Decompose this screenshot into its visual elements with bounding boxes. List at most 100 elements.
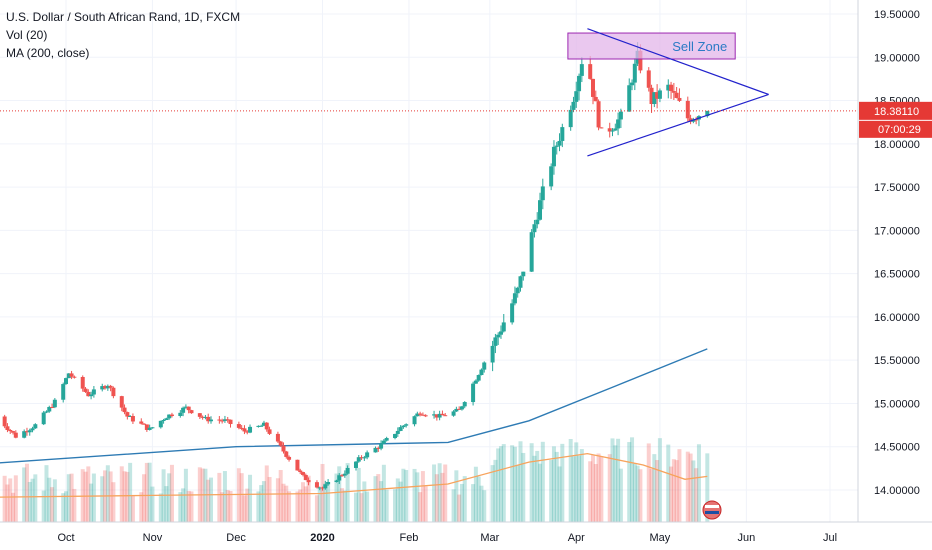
- volume-bar: [340, 488, 345, 522]
- candle-body: [443, 415, 448, 417]
- volume-bar: [206, 479, 211, 522]
- candle: [362, 455, 367, 461]
- candle: [666, 79, 671, 99]
- candle: [669, 81, 674, 99]
- volume-bar: [64, 491, 68, 522]
- volume-bar: [306, 475, 311, 522]
- candle-body: [278, 441, 283, 446]
- candle-body: [197, 413, 202, 417]
- candle: [220, 418, 225, 424]
- candle-body: [579, 64, 584, 76]
- volume-bar: [607, 454, 612, 522]
- candle: [80, 375, 85, 392]
- volume-bar: [493, 459, 498, 522]
- candle: [381, 439, 386, 444]
- volume-bar: [694, 468, 699, 522]
- volume-bar: [459, 483, 464, 522]
- candle: [2, 414, 7, 429]
- candle-body: [139, 421, 144, 424]
- candle-body: [471, 383, 476, 403]
- candle-body: [275, 433, 280, 442]
- volume-bar: [398, 481, 403, 522]
- volume-bar: [420, 471, 425, 522]
- candle: [412, 415, 417, 427]
- volume-bar: [674, 460, 679, 522]
- volume-bar: [69, 473, 74, 522]
- volume-bar: [261, 481, 266, 522]
- volume-bar: [189, 491, 194, 522]
- time-tick-label: Oct: [57, 532, 74, 544]
- volume-bar: [379, 481, 384, 522]
- volume-bar: [208, 477, 213, 522]
- candle: [105, 384, 110, 391]
- candle-body: [50, 406, 55, 408]
- volume-bar: [418, 492, 423, 522]
- candle-body: [169, 414, 174, 416]
- candle: [401, 425, 406, 429]
- time-tick-label: 2020: [310, 532, 334, 544]
- last-price-value: 18.38110: [874, 106, 919, 118]
- candle-body: [337, 475, 342, 481]
- candle: [27, 428, 32, 436]
- candle: [365, 450, 370, 460]
- candle: [554, 141, 559, 155]
- candle: [261, 420, 266, 426]
- volume-bar: [139, 492, 144, 522]
- candle-body: [457, 408, 462, 410]
- candle: [529, 229, 534, 272]
- candle-body: [33, 424, 38, 429]
- volume-bar: [646, 443, 651, 522]
- candle-body: [432, 414, 437, 416]
- candle: [245, 430, 250, 435]
- candle: [476, 374, 481, 382]
- candle: [217, 416, 222, 424]
- candle-body: [11, 431, 16, 433]
- volume-bar: [256, 491, 261, 522]
- candle-body: [105, 385, 110, 389]
- candle-body: [206, 416, 211, 422]
- candle: [538, 192, 543, 221]
- volume-bar: [627, 442, 632, 522]
- volume-bar: [434, 474, 439, 522]
- candles: [2, 42, 710, 491]
- candle: [571, 96, 576, 113]
- candle: [66, 373, 71, 379]
- candle: [122, 404, 127, 415]
- time-tick-label: Dec: [226, 532, 246, 544]
- volume-bar: [236, 468, 241, 522]
- candle-body: [451, 411, 456, 416]
- candle-body: [66, 373, 71, 379]
- flag-icon: [702, 500, 722, 520]
- candle: [496, 332, 501, 345]
- candle: [596, 99, 601, 131]
- candle-body: [44, 411, 49, 413]
- candle-body: [498, 331, 503, 335]
- candle-body: [317, 487, 322, 489]
- price-tick-label: 15.50000: [874, 355, 920, 367]
- candle-body: [379, 443, 384, 449]
- candle: [560, 123, 565, 148]
- candle-body: [2, 416, 7, 427]
- volume-bar: [337, 466, 342, 522]
- volume-bar: [498, 446, 503, 522]
- candle: [423, 414, 428, 418]
- volume-bar: [593, 464, 598, 522]
- time-tick-label: May: [650, 532, 671, 544]
- candle-body: [306, 480, 311, 483]
- candle: [462, 401, 467, 409]
- price-tick-label: 17.00000: [874, 225, 920, 237]
- volume-bar: [666, 444, 671, 522]
- ma-indicator-label: MA (200, close): [6, 46, 90, 60]
- volume-bar: [529, 443, 534, 522]
- candle-body: [535, 219, 540, 225]
- candle-body: [490, 345, 495, 363]
- candle-body: [164, 418, 169, 421]
- candle-body: [287, 456, 292, 460]
- candle: [22, 429, 27, 439]
- candle-body: [220, 420, 225, 422]
- candle: [130, 413, 135, 425]
- candle-body: [161, 420, 166, 422]
- candle-body: [147, 427, 152, 430]
- candle: [393, 433, 398, 440]
